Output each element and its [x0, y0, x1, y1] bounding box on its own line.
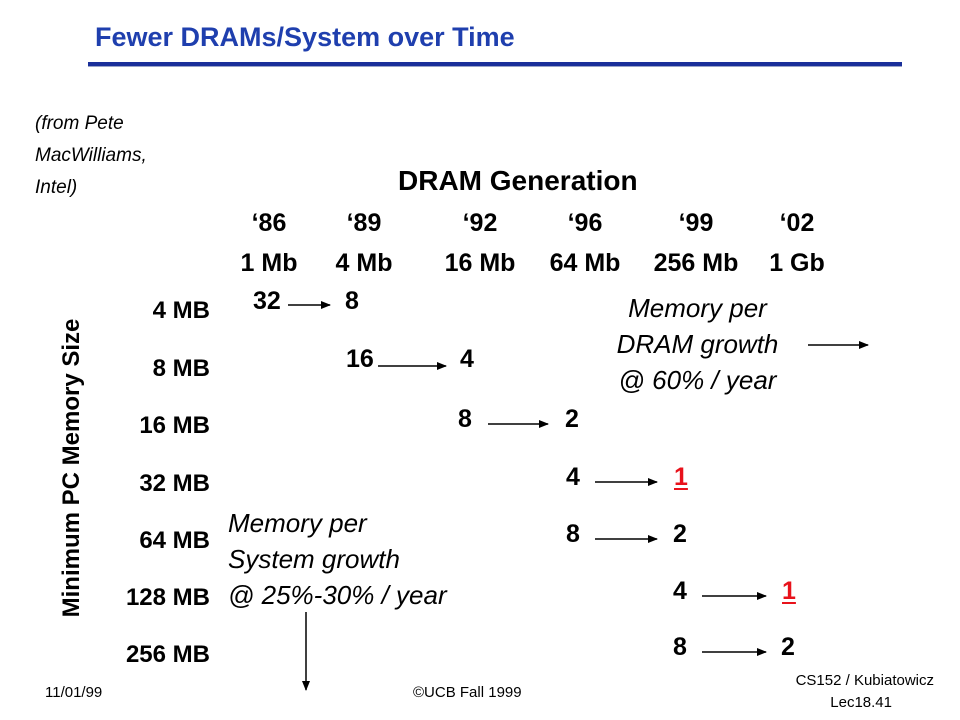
footer-lecture: Lec18.41 [830, 694, 892, 711]
generation-column: ‘99 256 Mb [636, 203, 756, 283]
generation-year: ‘96 [567, 209, 603, 237]
generation-column: ‘96 64 Mb [535, 203, 635, 283]
dram-count-cell: 8 [345, 287, 359, 315]
generation-year: ‘86 [251, 209, 287, 237]
note-line: @ 25%-30% / year [228, 580, 447, 610]
footer-date: 11/01/99 [45, 684, 103, 701]
dram-count-cell: 2 [565, 405, 579, 433]
dram-count-cell: 4 [460, 345, 474, 373]
memory-size-label: 64 MB [139, 527, 210, 554]
note-line: DRAM growth [616, 329, 779, 359]
note-line: Memory per [228, 508, 367, 538]
dram-count-cell: 2 [781, 633, 795, 661]
dram-count-cell-highlight: 1 [782, 577, 796, 605]
footer-course: CS152 / Kubiatowicz [795, 672, 934, 689]
generation-capacity: 64 Mb [549, 249, 621, 277]
dram-count-cell: 2 [673, 520, 687, 548]
memory-size-label: 32 MB [139, 470, 210, 497]
title-underline [88, 62, 902, 66]
source-note: (from Pete MacWilliams, Intel) [35, 108, 205, 204]
generation-capacity: 16 Mb [444, 249, 516, 277]
generation-column: ‘89 4 Mb [322, 203, 406, 283]
note-line: @ 60% / year [618, 365, 777, 395]
dram-count-cell: 8 [673, 633, 687, 661]
source-note-line: Intel) [35, 177, 78, 198]
dram-generation-header: DRAM Generation [398, 165, 638, 196]
source-note-line: (from Pete [35, 113, 124, 134]
memory-size-label: 256 MB [125, 641, 210, 668]
generation-column: ‘92 16 Mb [430, 203, 530, 283]
memory-size-label: 128 MB [125, 584, 210, 611]
generation-capacity: 4 Mb [335, 249, 393, 277]
dram-growth-note: Memory per DRAM growth @ 60% / year [595, 290, 800, 398]
dram-count-cell-highlight: 1 [674, 463, 688, 491]
system-growth-note: Memory per System growth @ 25%-30% / yea… [228, 505, 447, 613]
footer-copyright: ©UCB Fall 1999 [413, 684, 522, 701]
dram-count-cell: 16 [346, 345, 374, 373]
generation-year: ‘92 [462, 209, 498, 237]
slide-title: Fewer DRAMs/System over Time [95, 22, 515, 52]
dram-count-cell: 8 [458, 405, 472, 433]
generation-year: ‘02 [779, 209, 815, 237]
note-line: Memory per [628, 293, 767, 323]
memory-size-label: 16 MB [139, 412, 210, 439]
generation-column: ‘02 1 Gb [757, 203, 837, 283]
source-note-line: MacWilliams, [35, 145, 147, 166]
generation-capacity: 256 Mb [653, 249, 739, 277]
memory-size-label: 4 MB [152, 297, 210, 324]
generation-capacity: 1 Gb [769, 249, 825, 277]
note-line: System growth [228, 544, 400, 574]
dram-count-cell: 8 [566, 520, 580, 548]
generation-year: ‘99 [678, 209, 714, 237]
dram-count-cell: 32 [253, 287, 281, 315]
dram-count-cell: 4 [566, 463, 580, 491]
dram-count-cell: 4 [673, 577, 687, 605]
generation-column: ‘86 1 Mb [229, 203, 309, 283]
generation-year: ‘89 [346, 209, 382, 237]
generation-capacity: 1 Mb [240, 249, 298, 277]
memory-size-label: 8 MB [152, 355, 210, 382]
